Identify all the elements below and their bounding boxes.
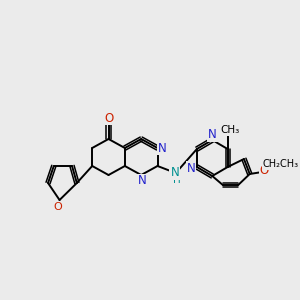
Text: N: N xyxy=(138,175,146,188)
Text: N: N xyxy=(158,142,167,154)
Text: N: N xyxy=(187,161,196,175)
Text: O: O xyxy=(104,112,113,124)
Text: CH₃: CH₃ xyxy=(220,125,239,135)
Text: N: N xyxy=(208,128,217,142)
Text: CH₂CH₃: CH₂CH₃ xyxy=(262,159,298,169)
Text: O: O xyxy=(53,202,62,212)
Text: H: H xyxy=(173,175,181,185)
Text: N: N xyxy=(170,167,179,179)
Text: O: O xyxy=(260,164,269,176)
